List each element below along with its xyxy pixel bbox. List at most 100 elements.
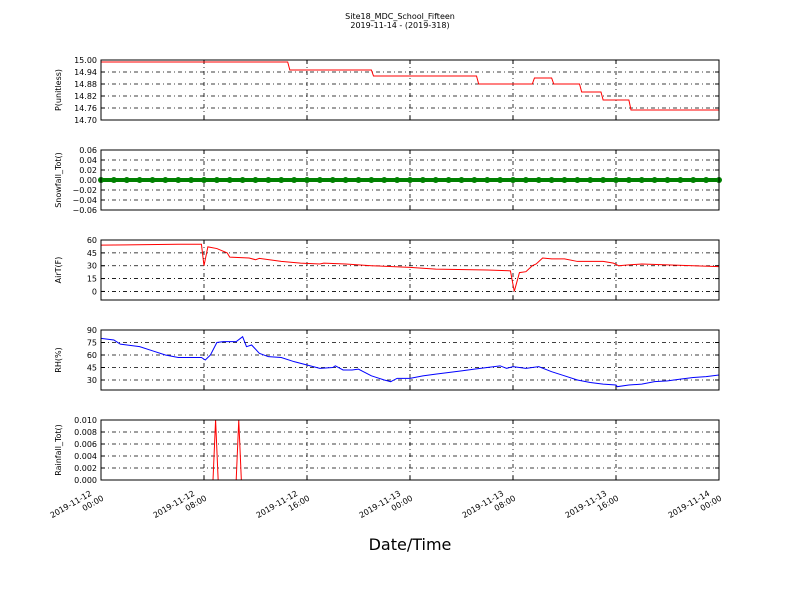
data-point	[368, 177, 375, 183]
data-point	[587, 177, 594, 183]
data-point	[613, 177, 619, 183]
data-point	[342, 177, 349, 183]
data-line	[101, 335, 719, 388]
plot-frame	[100, 239, 720, 301]
y-tick-label: −0.06	[72, 206, 97, 215]
subplot: 14.70 14.76 14.82 14.88 14.94 15.00 P(unitless…	[54, 56, 720, 125]
y-tick-label: −0.02	[72, 186, 97, 195]
data-line	[101, 243, 719, 292]
data-point	[561, 177, 568, 183]
data-point	[497, 177, 504, 183]
subplot: 0 15 30 45 60 AirT(F)	[54, 236, 720, 301]
y-axis-title: Rainfall_Tot()	[54, 424, 63, 476]
y-axis-title: RH(%)	[54, 347, 63, 372]
data-point	[445, 177, 452, 183]
y-axis-title: P(unitless)	[54, 69, 63, 111]
y-tick-label: 14.70	[74, 116, 97, 125]
data-point	[651, 177, 658, 183]
data-point	[162, 177, 169, 183]
data-point	[432, 177, 439, 183]
y-tick-label: −0.04	[72, 196, 97, 205]
y-tick-label: 0.006	[74, 440, 97, 449]
x-tick-label: 2019-11-1200:00	[49, 485, 106, 529]
data-point	[484, 177, 491, 183]
x-tick-label: 2019-11-1300:00	[358, 485, 415, 529]
y-tick-label: 90	[87, 326, 97, 335]
y-tick-label: 0.02	[79, 166, 97, 175]
data-point	[574, 177, 581, 183]
data-point	[677, 177, 684, 183]
y-tick-label: 60	[87, 351, 97, 360]
data-point	[690, 177, 697, 183]
data-point	[213, 177, 220, 183]
data-point	[239, 177, 246, 183]
data-point	[188, 177, 195, 183]
data-point	[471, 177, 478, 183]
data-point	[381, 177, 388, 183]
x-tick-label: 2019-11-1400:00	[667, 485, 724, 529]
y-tick-label: 14.82	[74, 92, 97, 101]
y-tick-label: 45	[87, 364, 97, 373]
y-tick-label: 30	[87, 376, 97, 385]
data-point	[458, 177, 465, 183]
data-point	[252, 177, 259, 183]
data-line	[101, 61, 719, 111]
y-tick-label: 14.94	[74, 68, 97, 77]
data-point	[394, 177, 401, 183]
x-tick-label: 2019-11-1216:00	[255, 485, 312, 529]
y-tick-label: 0.000	[74, 476, 97, 485]
data-point	[329, 177, 336, 183]
data-point	[664, 177, 671, 183]
data-point	[600, 177, 607, 183]
data-point	[548, 177, 555, 183]
data-point	[175, 177, 182, 183]
y-tick-label: 30	[87, 262, 97, 271]
y-tick-label: 0.00	[79, 176, 97, 185]
data-point	[407, 177, 413, 183]
data-point	[638, 177, 645, 183]
subplot: 0.000 0.002 0.004 0.006 0.008 0.010 Rainfall_T…	[49, 416, 724, 529]
data-point	[625, 177, 632, 183]
y-tick-label: 60	[87, 236, 97, 245]
y-tick-label: 75	[87, 339, 97, 348]
y-tick-label: 15	[87, 275, 97, 284]
data-point	[201, 177, 207, 183]
y-tick-label: 0.04	[79, 156, 97, 165]
y-tick-label: 14.76	[74, 104, 97, 113]
subplot: 30 45 60 75 90 RH(%)	[54, 326, 720, 391]
x-axis-title: Date/Time	[369, 535, 452, 554]
data-point	[510, 177, 516, 183]
y-tick-label: 45	[87, 249, 97, 258]
data-point	[316, 177, 323, 183]
data-point	[278, 177, 285, 183]
data-point	[136, 177, 143, 183]
data-point	[149, 177, 156, 183]
plot-frame	[100, 419, 720, 481]
y-tick-label: 0.002	[74, 464, 97, 473]
chart-title: Site18_MDC_School_Fifteen	[345, 12, 455, 21]
y-tick-label: 0.008	[74, 428, 97, 437]
plot-frame	[100, 59, 720, 121]
chart-subtitle: 2019-11-14 - (2019-318)	[350, 21, 449, 30]
data-point	[291, 177, 298, 183]
y-tick-label: 0.06	[79, 146, 97, 155]
plot-frame	[100, 149, 720, 211]
data-point	[226, 177, 233, 183]
data-point	[703, 177, 710, 183]
y-tick-label: 15.00	[74, 56, 97, 65]
x-tick-label: 2019-11-1208:00	[152, 485, 209, 529]
y-tick-label: 0.010	[74, 416, 97, 425]
data-point	[355, 177, 362, 183]
y-tick-label: 0	[92, 287, 97, 296]
x-tick-label: 2019-11-1308:00	[461, 485, 518, 529]
data-point	[522, 177, 529, 183]
subplot: −0.06−0.04−0.020.000.020.040.06 Snowfall_…	[54, 146, 722, 215]
x-tick-label: 2019-11-1316:00	[564, 485, 621, 529]
data-point	[304, 177, 310, 183]
y-axis-title: Snowfall_Tot()	[54, 152, 63, 208]
data-point	[419, 177, 426, 183]
data-point	[110, 177, 117, 183]
data-point	[265, 177, 272, 183]
y-tick-label: 0.004	[74, 452, 97, 461]
data-point	[535, 177, 542, 183]
